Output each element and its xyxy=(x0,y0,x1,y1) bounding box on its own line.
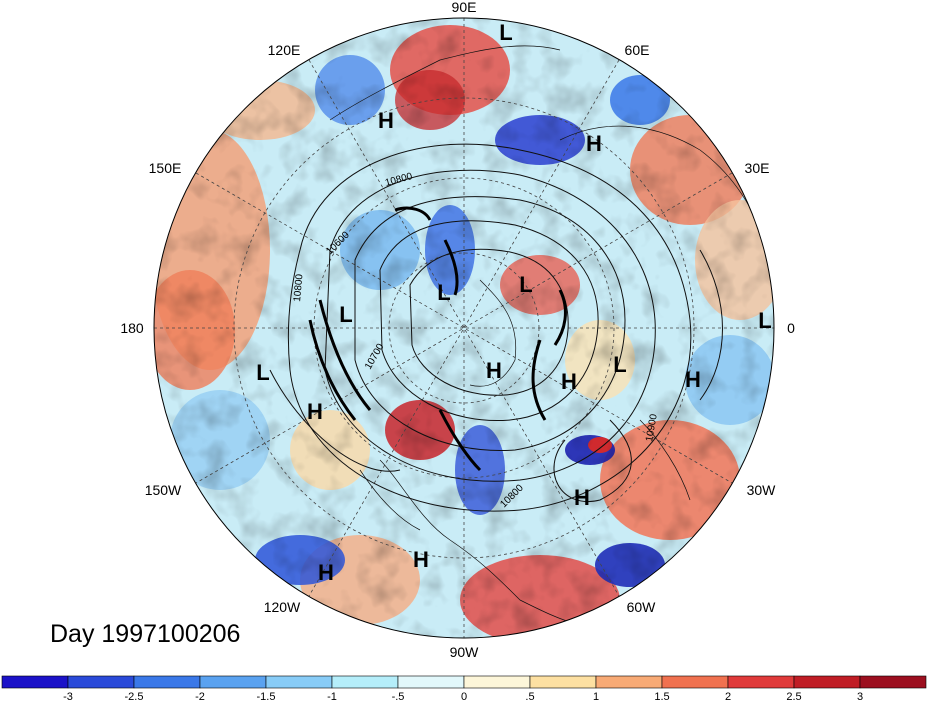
polar-map: 90E 60E 30E 0 30W 60W 90W 120W 150W 180 … xyxy=(120,0,795,660)
colorbar-tick-label: 2 xyxy=(725,691,731,702)
pressure-center: L xyxy=(613,352,626,377)
colorbar: -3 -2.5 -2 -1.5 -1 -.5 0 .5 1 1.5 2 2.5 3 xyxy=(1,675,927,702)
lon-label-60e: 60E xyxy=(625,42,650,58)
contour-label: 10900 xyxy=(644,413,660,443)
colorbar-swatch xyxy=(727,675,795,689)
pressure-center: L xyxy=(437,280,450,305)
colorbar-swatch xyxy=(793,675,861,689)
colorbar-swatch xyxy=(67,675,135,689)
colorbar-swatch xyxy=(661,675,729,689)
date-title: Day 1997100206 xyxy=(50,620,241,648)
colorbar-tick-label: 1.5 xyxy=(654,691,669,702)
pressure-center: H xyxy=(318,560,334,585)
contour-label: 10800 xyxy=(292,273,305,302)
colorbar-swatch xyxy=(199,675,267,689)
pressure-center: L xyxy=(339,302,352,327)
lon-label-90w: 90W xyxy=(450,644,480,660)
pressure-center: L xyxy=(256,360,269,385)
pressure-center: H xyxy=(378,108,394,133)
height-contours xyxy=(269,143,723,512)
lon-label-90e: 90E xyxy=(452,0,477,15)
colorbar-swatch xyxy=(595,675,663,689)
colorbar-tick-label: -1.5 xyxy=(257,691,276,702)
colorbar-tick-label: -2 xyxy=(195,691,205,702)
lon-label-150e: 150E xyxy=(149,160,182,176)
pressure-center: H xyxy=(413,547,429,572)
pressure-center: H xyxy=(685,367,701,392)
lon-label-180: 180 xyxy=(120,320,144,336)
colorbar-tick-label: -.5 xyxy=(392,691,405,702)
pressure-center: H xyxy=(307,399,323,424)
lon-label-30w: 30W xyxy=(747,482,777,498)
colorbar-tick-label: .5 xyxy=(525,691,534,702)
pressure-center: L xyxy=(519,272,532,297)
lon-label-120e: 120E xyxy=(268,42,301,58)
pressure-center: L xyxy=(499,20,512,45)
colorbar-swatch xyxy=(463,675,531,689)
colorbar-swatch xyxy=(331,675,399,689)
lon-label-30e: 30E xyxy=(745,160,770,176)
colorbar-tick-label: -3 xyxy=(63,691,73,702)
graticule xyxy=(154,18,774,638)
colorbar-swatch xyxy=(133,675,201,689)
colorbar-swatch xyxy=(1,675,69,689)
pressure-center: H xyxy=(561,369,577,394)
colorbar-tick-label: 3 xyxy=(857,691,863,702)
colorbar-tick-label: -1 xyxy=(327,691,337,702)
pressure-center: H xyxy=(586,131,602,156)
colorbar-swatch xyxy=(859,675,927,689)
lon-label-150w: 150W xyxy=(145,482,182,498)
colorbar-swatch xyxy=(529,675,597,689)
colorbar-swatch xyxy=(265,675,333,689)
colorbar-swatch xyxy=(397,675,465,689)
pressure-center: H xyxy=(486,358,502,383)
jet-contours xyxy=(308,206,567,472)
colorbar-tick-label: -2.5 xyxy=(125,691,144,702)
pressure-center: H xyxy=(574,485,590,510)
lon-label-120w: 120W xyxy=(264,599,301,615)
colorbar-tick-label: 1 xyxy=(593,691,599,702)
pressure-center: L xyxy=(758,308,771,333)
anomaly-field xyxy=(154,18,774,638)
colorbar-tick-label: 2.5 xyxy=(786,691,801,702)
colorbar-tick-label: 0 xyxy=(461,691,467,702)
lon-label-60w: 60W xyxy=(627,599,657,615)
lon-label-0: 0 xyxy=(787,320,795,336)
